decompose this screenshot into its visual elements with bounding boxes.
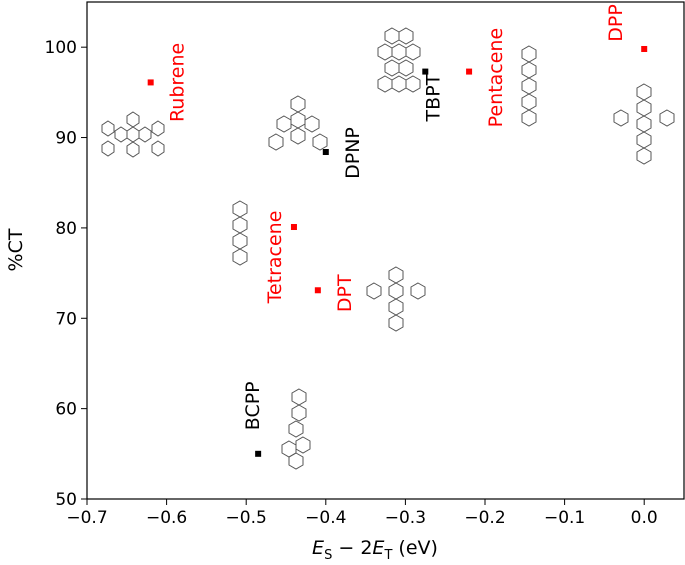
rubrene-structure-icon bbox=[101, 111, 165, 158]
point-label-dpt: DPT bbox=[334, 274, 356, 312]
x-tick-label: −0.2 bbox=[464, 508, 505, 528]
dpp-structure-icon bbox=[613, 83, 675, 165]
x-tick-label: −0.1 bbox=[544, 508, 585, 528]
molecule-structures bbox=[101, 27, 675, 470]
y-axis-title: %CT bbox=[5, 228, 27, 271]
dpt-structure-icon bbox=[366, 266, 426, 332]
y-tick-label: 80 bbox=[55, 219, 77, 239]
x-tick-label: −0.3 bbox=[385, 508, 426, 528]
point-label-tbpt: TBPT bbox=[422, 73, 444, 122]
point-label-dpp: DPP bbox=[605, 4, 627, 42]
x-axis-ticks: −0.7 −0.6 −0.5 −0.4 −0.3 −0.2 −0.1 0.0 bbox=[66, 499, 658, 528]
point-label-dpnp: DPNP bbox=[342, 127, 364, 179]
data-points bbox=[147, 45, 648, 457]
point-label-bcpp: BCPP bbox=[242, 381, 264, 430]
data-point-pentacene bbox=[466, 68, 473, 75]
x-tick-label: −0.4 bbox=[305, 508, 346, 528]
y-tick-label: 70 bbox=[55, 309, 77, 329]
y-tick-label: 90 bbox=[55, 129, 77, 149]
data-point-bcpp bbox=[255, 450, 262, 457]
bcpp-structure-icon bbox=[281, 388, 311, 470]
plot-area-frame bbox=[86, 1, 685, 500]
x-axis-title: ES − 2ET (eV) bbox=[312, 537, 438, 563]
point-label-pentacene: Pentacene bbox=[485, 28, 507, 127]
point-labels: Rubrene Tetracene DPT DPNP TBPT Pentacene DPP B… bbox=[167, 4, 628, 430]
y-tick-label: 60 bbox=[55, 400, 77, 420]
x-tick-label: −0.7 bbox=[66, 508, 107, 528]
y-tick-label: 50 bbox=[55, 490, 77, 510]
dpnp-structure-icon bbox=[268, 95, 328, 151]
tetracene-structure-icon bbox=[232, 200, 248, 266]
x-tick-label: −0.5 bbox=[226, 508, 267, 528]
point-label-tetracene: Tetracene bbox=[264, 211, 286, 305]
tbpt-structure-icon bbox=[377, 27, 421, 93]
data-point-dpnp bbox=[322, 149, 329, 156]
y-axis-ticks: 50 60 70 80 90 100 bbox=[45, 38, 87, 510]
data-point-tetracene bbox=[290, 224, 297, 231]
x-tick-label: −0.6 bbox=[146, 508, 187, 528]
y-tick-label: 100 bbox=[45, 38, 77, 58]
data-point-dpt bbox=[314, 287, 321, 294]
data-point-dpp bbox=[641, 45, 648, 52]
point-label-rubrene: Rubrene bbox=[167, 43, 189, 122]
data-point-tbpt bbox=[422, 68, 429, 75]
pentacene-structure-icon bbox=[521, 45, 537, 127]
x-tick-label: 0.0 bbox=[631, 508, 658, 528]
data-point-rubrene bbox=[147, 79, 154, 86]
